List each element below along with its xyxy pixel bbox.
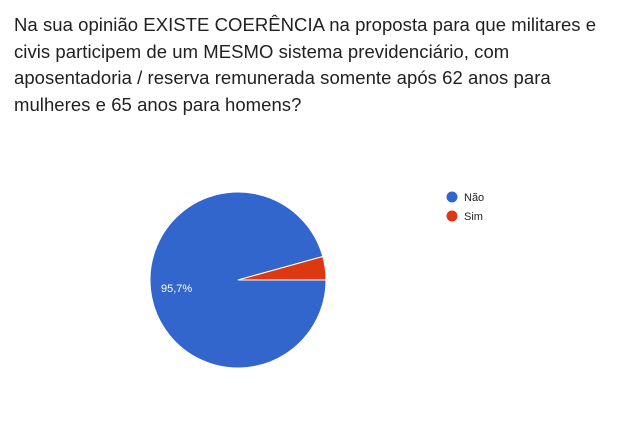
pie-slice-sim <box>237 255 327 281</box>
legend-label-nao: Não <box>464 192 484 204</box>
pie-slices <box>149 191 327 369</box>
legend: Não Sim <box>446 191 484 223</box>
legend-marker-sim <box>446 210 458 222</box>
legend-marker-nao <box>446 191 458 203</box>
question-text: Na sua opinião EXISTE COERÊNCIA na propo… <box>14 14 597 115</box>
legend-label-sim: Sim <box>464 211 483 223</box>
data-label-nao: 95,7% <box>161 283 192 295</box>
pie-data-labels: 95,7% <box>161 283 192 295</box>
